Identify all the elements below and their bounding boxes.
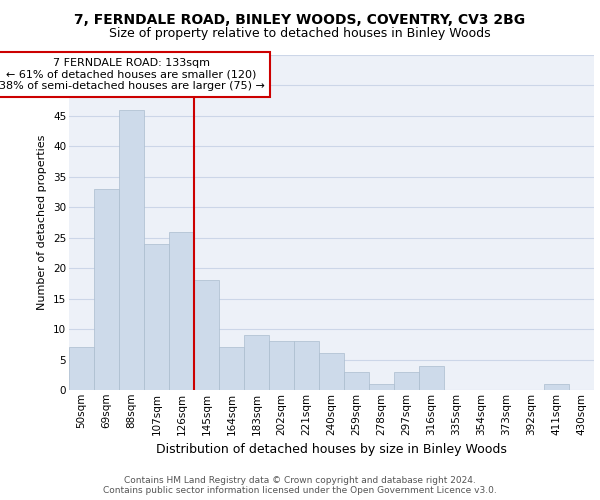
Bar xyxy=(544,384,569,390)
Text: 7 FERNDALE ROAD: 133sqm
← 61% of detached houses are smaller (120)
38% of semi-d: 7 FERNDALE ROAD: 133sqm ← 61% of detache… xyxy=(0,58,265,91)
Text: Contains public sector information licensed under the Open Government Licence v3: Contains public sector information licen… xyxy=(103,486,497,495)
Bar xyxy=(269,342,294,390)
Bar xyxy=(219,348,244,390)
Text: Contains HM Land Registry data © Crown copyright and database right 2024.: Contains HM Land Registry data © Crown c… xyxy=(124,476,476,485)
Text: Size of property relative to detached houses in Binley Woods: Size of property relative to detached ho… xyxy=(109,28,491,40)
Bar xyxy=(244,335,269,390)
Bar xyxy=(419,366,444,390)
Bar xyxy=(119,110,144,390)
Bar xyxy=(194,280,219,390)
Bar xyxy=(369,384,394,390)
Bar xyxy=(94,189,119,390)
X-axis label: Distribution of detached houses by size in Binley Woods: Distribution of detached houses by size … xyxy=(156,443,507,456)
Bar xyxy=(319,354,344,390)
Bar xyxy=(144,244,169,390)
Bar xyxy=(394,372,419,390)
Y-axis label: Number of detached properties: Number of detached properties xyxy=(37,135,47,310)
Text: 7, FERNDALE ROAD, BINLEY WOODS, COVENTRY, CV3 2BG: 7, FERNDALE ROAD, BINLEY WOODS, COVENTRY… xyxy=(74,12,526,26)
Bar xyxy=(69,348,94,390)
Bar xyxy=(294,342,319,390)
Bar xyxy=(344,372,369,390)
Bar xyxy=(169,232,194,390)
